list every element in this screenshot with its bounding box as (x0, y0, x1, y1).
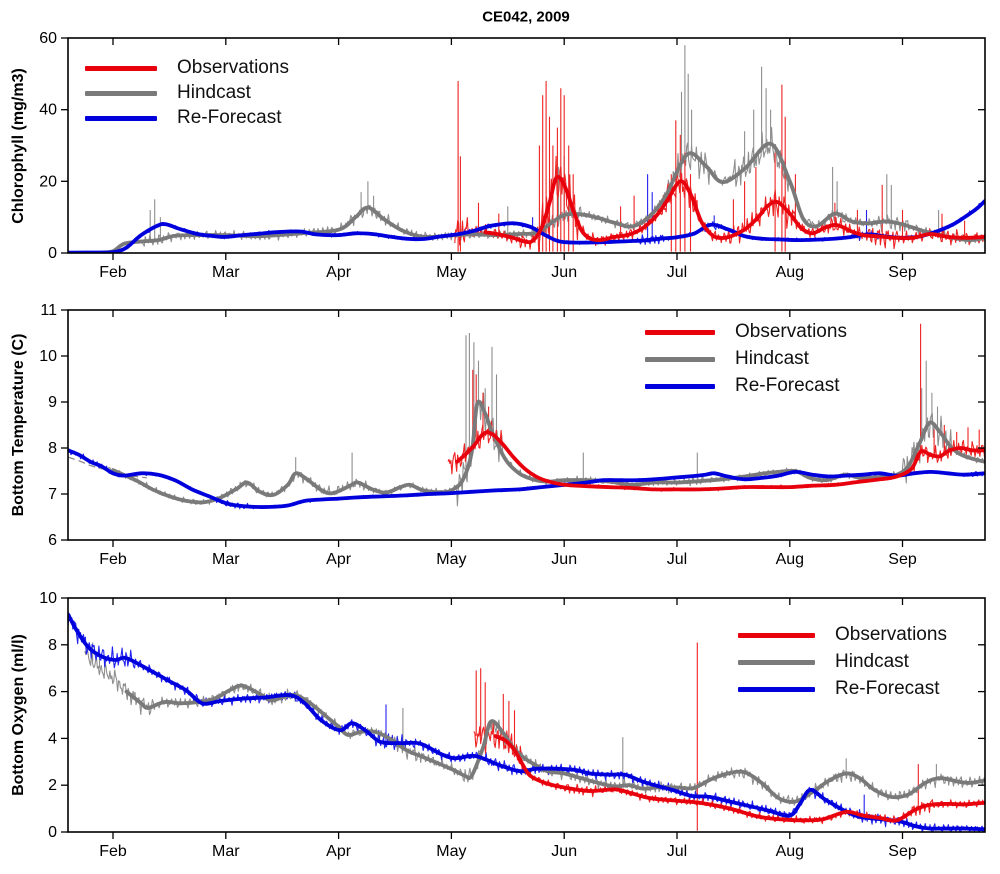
bottom-oxygen-x-tick-label-apr: Apr (326, 843, 352, 860)
bottom-oxygen-y-tick-label: 8 (48, 637, 57, 654)
bottom-temperature-y-tick-label: 6 (48, 532, 57, 549)
bottom-oxygen-y-tick-label: 2 (48, 777, 57, 794)
y-axis-label-chlorophyll: Chlorophyll (mg/m3) (10, 68, 27, 224)
bottom-oxygen-x-tick-label-sep: Sep (888, 843, 917, 860)
chlorophyll-x-tick-label-aug: Aug (776, 264, 804, 281)
bottom-temperature-x-tick-label-mar: Mar (212, 551, 240, 568)
bottom-oxygen-reforecast-smooth-line (68, 612, 985, 832)
hindcast-legend-swatch (738, 659, 815, 665)
bottom-temperature-hindcast-smooth-line (111, 399, 985, 505)
y-axis-label-bottom-temperature: Bottom Temperature (C) (10, 333, 27, 517)
observations-legend-swatch (85, 65, 157, 71)
hindcast-legend-swatch (85, 90, 157, 96)
bottom-temperature-x-tick-label-may: May (436, 551, 466, 568)
bottom-temperature-legend-item-reforecast: Re-Forecast (645, 374, 840, 398)
chlorophyll-x-tick-label-jul: Jul (667, 264, 687, 281)
bottom-oxygen-plot-area (68, 612, 985, 832)
bottom-temperature-reforecast-noisy-line (68, 448, 985, 510)
observations-legend-label: Observations (177, 57, 289, 78)
bottom-oxygen-reforecast-noisy-line (68, 613, 985, 832)
bottom-oxygen-x-tick-label-jun: Jun (551, 843, 577, 860)
bottom-oxygen-legend-item-reforecast: Re-Forecast (738, 677, 940, 701)
bottom-temperature-y-tick-label: 7 (48, 486, 57, 503)
bottom-oxygen-x-tick-label-may: May (436, 843, 466, 860)
bottom-temperature-legend-item-hindcast: Hindcast (645, 347, 809, 371)
observations-legend-label: Observations (835, 624, 947, 645)
bottom-oxygen-axes-box (67, 597, 986, 833)
hindcast-legend-label: Hindcast (177, 82, 251, 103)
hindcast-legend-label: Hindcast (735, 348, 809, 369)
bottom-temperature-legend-item-observations: Observations (645, 320, 847, 344)
bottom-temperature-observations-smooth-line (455, 430, 985, 492)
y-axis-label-bottom-oxygen: Bottom Oxygen (ml/l) (10, 634, 27, 796)
bottom-oxygen-x-tick-label-mar: Mar (212, 843, 240, 860)
bottom-temperature-y-tick-label: 8 (48, 440, 57, 457)
reforecast-legend-swatch (738, 686, 815, 692)
chlorophyll-x-tick-label-jun: Jun (551, 264, 577, 281)
chlorophyll-y-tick-label: 0 (48, 245, 57, 262)
reforecast-legend-label: Re-Forecast (835, 678, 940, 699)
bottom-oxygen-hindcast-smooth-line (124, 683, 985, 804)
observations-legend-swatch (645, 329, 715, 335)
chlorophyll-reforecast-smooth-line (68, 199, 985, 253)
hindcast-legend-label: Hindcast (835, 651, 909, 672)
chlorophyll-legend-item-hindcast: Hindcast (85, 81, 251, 105)
bottom-oxygen-y-tick-label: 6 (48, 684, 57, 701)
bottom-oxygen-x-tick-label-aug: Aug (776, 843, 804, 860)
bottom-oxygen-observations-smooth-line (493, 734, 985, 823)
chlorophyll-y-tick-label: 20 (39, 173, 57, 190)
bottom-temperature-reforecast-smooth-line (68, 448, 985, 509)
reforecast-legend-label: Re-Forecast (735, 375, 840, 396)
bottom-temperature-x-tick-label-jun: Jun (551, 551, 577, 568)
bottom-oxygen-legend-item-observations: Observations (738, 623, 947, 647)
observations-legend-swatch (738, 632, 815, 638)
bottom-oxygen-y-tick-label: 4 (48, 730, 57, 747)
figure-title: CE042, 2009 (482, 8, 570, 26)
bottom-temperature-x-tick-label-apr: Apr (326, 551, 352, 568)
bottom-temperature-x-tick-label-aug: Aug (776, 551, 804, 568)
reforecast-legend-label: Re-Forecast (177, 107, 282, 128)
chlorophyll-x-tick-label-mar: Mar (212, 264, 240, 281)
chlorophyll-legend-item-reforecast: Re-Forecast (85, 106, 282, 130)
bottom-temperature-y-tick-label: 10 (39, 348, 57, 365)
bottom-temperature-x-tick-label-sep: Sep (888, 551, 917, 568)
observations-legend-label: Observations (735, 321, 847, 342)
chlorophyll-x-tick-label-apr: Apr (326, 264, 352, 281)
bottom-temperature-plot-area (68, 323, 985, 510)
chlorophyll-x-tick-label-sep: Sep (888, 264, 917, 281)
reforecast-legend-swatch (645, 383, 715, 389)
chlorophyll-axes-box (67, 37, 986, 254)
reforecast-legend-swatch (85, 115, 157, 121)
bottom-temperature-x-tick-label-jul: Jul (667, 551, 687, 568)
chlorophyll-x-tick-label-feb: Feb (99, 264, 127, 281)
chlorophyll-plot-area (68, 45, 985, 253)
bottom-temperature-x-tick-label-feb: Feb (99, 551, 127, 568)
chlorophyll-y-tick-label: 60 (39, 30, 57, 47)
bottom-oxygen-x-tick-label-jul: Jul (667, 843, 687, 860)
bottom-temperature-y-tick-label: 9 (48, 394, 57, 411)
chlorophyll-observations-smooth-line (483, 175, 985, 245)
chlorophyll-legend-item-observations: Observations (85, 56, 289, 80)
bottom-temperature-axes-box (67, 309, 986, 541)
bottom-temperature-hindcast-dashed-line (68, 456, 147, 479)
bottom-oxygen-y-tick-label: 10 (39, 590, 57, 607)
hindcast-legend-swatch (645, 356, 715, 362)
bottom-oxygen-legend-item-hindcast: Hindcast (738, 650, 909, 674)
bottom-temperature-y-tick-label: 11 (40, 302, 57, 319)
bottom-oxygen-y-tick-label: 0 (48, 824, 57, 841)
bottom-oxygen-x-tick-label-feb: Feb (99, 843, 127, 860)
chlorophyll-x-tick-label-may: May (436, 264, 466, 281)
chlorophyll-y-tick-label: 40 (39, 102, 57, 119)
